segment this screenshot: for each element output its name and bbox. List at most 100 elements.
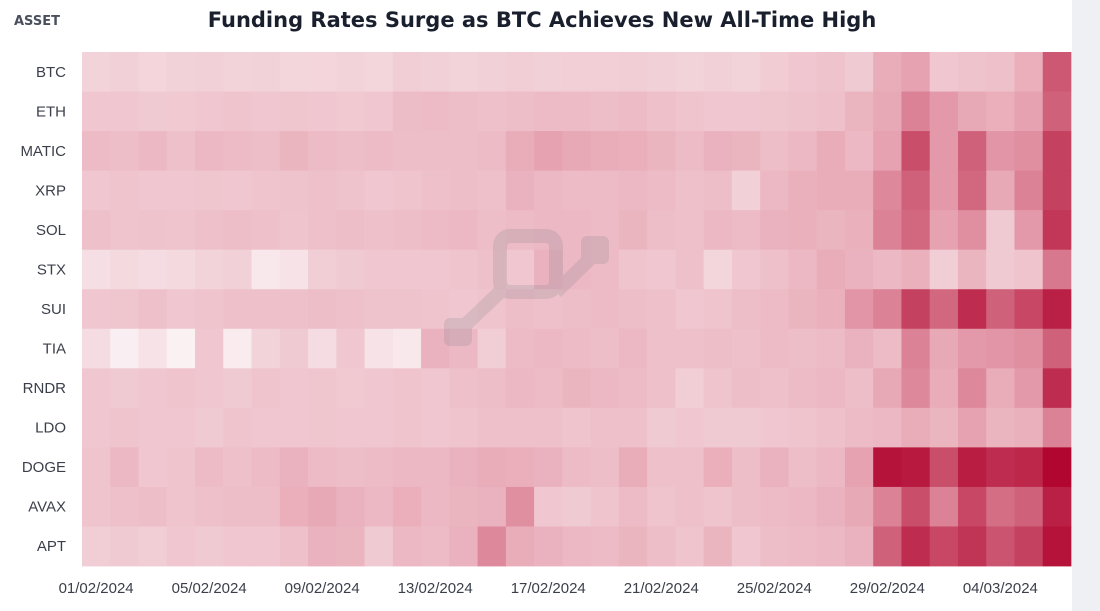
- heatmap-cell: [929, 407, 959, 448]
- heatmap-cell: [195, 289, 224, 330]
- heatmap-cell: [449, 249, 478, 290]
- heatmap-cell: [675, 91, 705, 132]
- heatmap-cell: [760, 91, 789, 132]
- heatmap-cell: [505, 52, 535, 92]
- heatmap-cell: [195, 486, 224, 527]
- heatmap-cell: [110, 368, 139, 409]
- heatmap-cell: [279, 131, 309, 172]
- heatmap-cell: [449, 526, 478, 567]
- heatmap-cell: [816, 210, 846, 251]
- heatmap-cell: [731, 526, 761, 567]
- x-tick-label: 05/02/2024: [172, 580, 247, 597]
- heatmap-cell: [392, 486, 422, 527]
- heatmap-cell: [477, 486, 507, 527]
- heatmap-cell: [421, 526, 450, 567]
- heatmap-cell: [844, 526, 874, 567]
- heatmap-cell: [534, 131, 563, 172]
- heatmap-cell: [675, 131, 705, 172]
- heatmap-cell: [647, 526, 676, 567]
- heatmap-cell: [703, 52, 733, 92]
- heatmap-cell: [223, 368, 252, 409]
- heatmap-cell: [392, 170, 422, 211]
- y-tick-label: DOGE: [22, 459, 66, 476]
- heatmap-cell: [392, 52, 422, 92]
- heatmap-cell: [534, 170, 563, 211]
- heatmap-cell: [110, 131, 139, 172]
- heatmap-cell: [929, 249, 959, 290]
- heatmap-cell: [138, 52, 168, 92]
- right-edge-panel: [1072, 0, 1100, 611]
- heatmap-cell: [590, 486, 620, 527]
- heatmap-cell: [505, 486, 535, 527]
- heatmap-cell: [647, 131, 676, 172]
- x-tick-label: 17/02/2024: [511, 580, 586, 597]
- heatmap-cell: [986, 289, 1015, 330]
- heatmap-cell: [308, 526, 337, 567]
- heatmap-cell: [279, 289, 309, 330]
- heatmap-cell: [929, 170, 959, 211]
- heatmap-cell: [421, 52, 450, 92]
- heatmap-cell: [957, 210, 987, 251]
- y-tick-labels: BTC ETH MATIC XRP SOL STX SUI TIA RNDR LDO DOGE AVA…: [20, 64, 66, 555]
- heatmap-cell: [82, 486, 111, 527]
- heatmap-cell: [223, 131, 252, 172]
- heatmap-cell: [562, 447, 592, 488]
- heatmap-cell: [421, 328, 450, 369]
- heatmap-cell: [844, 407, 874, 448]
- heatmap-cell: [279, 447, 309, 488]
- heatmap-cell: [223, 447, 252, 488]
- heatmap-cell: [166, 486, 196, 527]
- heatmap-cell: [505, 289, 535, 330]
- heatmap-cell: [110, 289, 139, 330]
- heatmap-cell: [929, 52, 959, 92]
- heatmap-cell: [138, 289, 168, 330]
- y-tick-label: SUI: [41, 301, 66, 318]
- heatmap-cell: [760, 210, 789, 251]
- heatmap-cell: [590, 91, 620, 132]
- heatmap-cell: [986, 249, 1015, 290]
- heatmap-cell: [449, 91, 478, 132]
- heatmap-cell: [308, 328, 337, 369]
- heatmap-cell: [816, 52, 846, 92]
- heatmap-cell: [816, 407, 846, 448]
- heatmap-cell: [760, 249, 789, 290]
- heatmap-cell: [590, 249, 620, 290]
- heatmap-cell: [788, 526, 818, 567]
- heatmap-cell: [929, 131, 959, 172]
- y-tick-label: SOL: [36, 222, 66, 239]
- heatmap-cell: [618, 52, 648, 92]
- heatmap-cell: [336, 368, 365, 409]
- heatmap-cell: [534, 407, 563, 448]
- heatmap-cell: [675, 486, 705, 527]
- heatmap-cell: [364, 486, 394, 527]
- heatmap-cell: [618, 170, 648, 211]
- heatmap-cell: [1014, 407, 1044, 448]
- heatmap-cell: [166, 170, 196, 211]
- heatmap-cell: [590, 526, 620, 567]
- heatmap-cell: [251, 407, 281, 448]
- y-tick-label: XRP: [35, 182, 66, 199]
- heatmap-cell: [647, 447, 676, 488]
- heatmap-cell: [110, 91, 139, 132]
- y-tick-label: TIA: [43, 341, 66, 358]
- heatmap-cell: [760, 368, 789, 409]
- heatmap-cell: [166, 407, 196, 448]
- heatmap-cell: [364, 526, 394, 567]
- heatmap-cell: [82, 91, 111, 132]
- heatmap-cell: [534, 447, 563, 488]
- y-tick-label: ETH: [36, 103, 66, 120]
- heatmap-cell: [82, 170, 111, 211]
- heatmap-cell: [1014, 526, 1044, 567]
- heatmap-cell: [760, 52, 789, 92]
- heatmap-cell: [138, 328, 168, 369]
- heatmap-cell: [166, 447, 196, 488]
- heatmap-cell: [195, 249, 224, 290]
- heatmap-cell: [449, 407, 478, 448]
- heatmap-cell: [1042, 91, 1072, 132]
- heatmap-cell: [166, 368, 196, 409]
- heatmap-cell: [336, 170, 365, 211]
- heatmap-cell: [816, 289, 846, 330]
- heatmap-cell: [816, 131, 846, 172]
- heatmap-cell: [562, 249, 592, 290]
- heatmap-cell: [477, 328, 507, 369]
